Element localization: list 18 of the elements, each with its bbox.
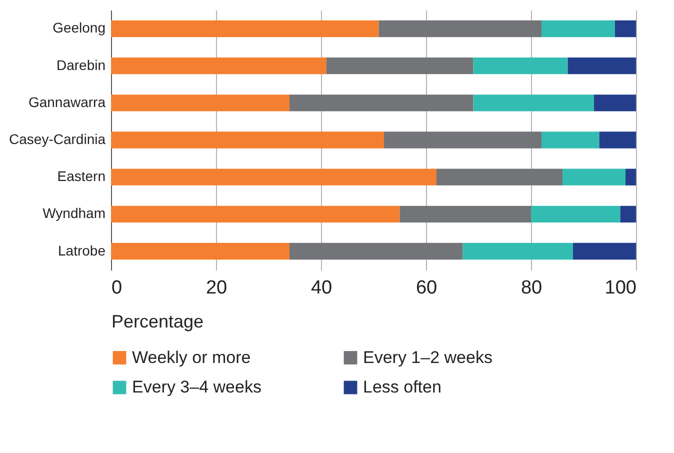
x-tick-label: 40	[310, 278, 332, 298]
x-tick-label: 80	[520, 278, 542, 298]
y-tick-label: Latrobe	[58, 242, 106, 258]
y-tick-label: Wyndham	[42, 205, 106, 222]
x-tick-label: 100	[604, 278, 636, 298]
y-tick-label: Geelong	[52, 20, 106, 36]
x-tick-label: 0	[112, 278, 122, 298]
x-axis-title: Percentage	[112, 312, 204, 332]
x-tick-label: 60	[416, 278, 438, 298]
y-tick-label: Casey-Cardinia	[9, 131, 106, 147]
legend-label: Every 3–4 weeks	[132, 378, 262, 396]
x-tick-label: 20	[206, 278, 228, 298]
y-tick-label: Gannawarra	[28, 94, 106, 110]
y-tick-label: Darebin	[56, 56, 106, 73]
legend-label: Every 1–2 weeks	[363, 348, 492, 367]
y-tick-label: Eastern	[57, 168, 106, 184]
legend-label: Weekly or more	[132, 348, 251, 367]
legend-label: Less often	[363, 378, 442, 396]
